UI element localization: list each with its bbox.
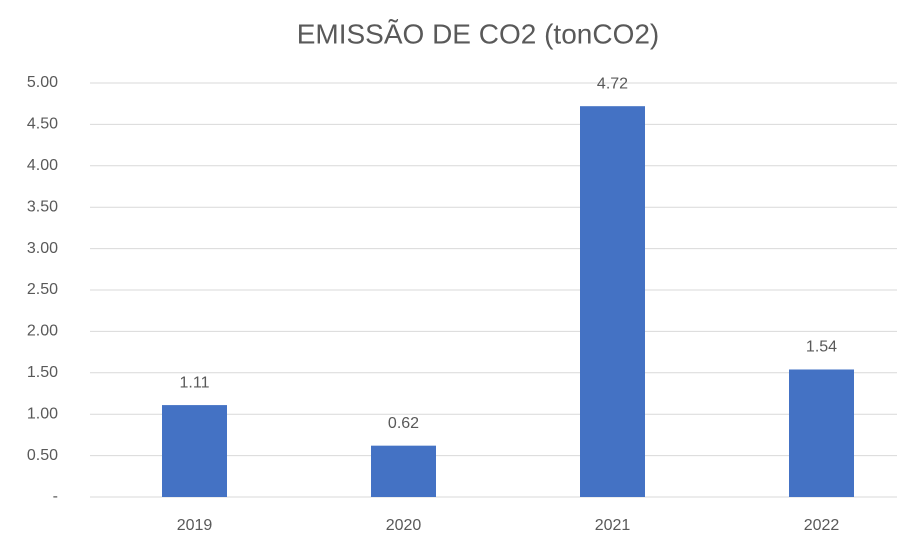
data-label: 4.72 — [597, 75, 628, 92]
y-tick-label: 4.50 — [27, 116, 58, 133]
y-tick-label: 4.00 — [27, 157, 58, 174]
data-label: 0.62 — [388, 415, 419, 432]
data-label: 1.54 — [806, 339, 837, 356]
y-tick-label: 1.00 — [27, 405, 58, 422]
bar — [789, 369, 854, 497]
chart-title: EMISSÃO DE CO2 (tonCO2) — [297, 18, 660, 49]
bar — [371, 445, 436, 497]
x-tick-label: 2022 — [804, 517, 840, 534]
x-tick-label: 2019 — [177, 517, 213, 534]
y-tick-label: 2.00 — [27, 323, 58, 340]
x-tick-label: 2021 — [595, 517, 631, 534]
bar — [162, 405, 227, 497]
y-tick-label: 5.00 — [27, 74, 58, 91]
x-tick-label: 2020 — [386, 517, 422, 534]
y-tick-label: 0.50 — [27, 447, 58, 464]
y-tick-label: 3.00 — [27, 240, 58, 257]
y-tick-label: - — [53, 488, 58, 505]
y-tick-label: 1.50 — [27, 364, 58, 381]
y-tick-label: 3.50 — [27, 198, 58, 215]
bar — [580, 106, 645, 498]
data-label: 1.11 — [180, 374, 210, 391]
y-tick-label: 2.50 — [27, 281, 58, 298]
